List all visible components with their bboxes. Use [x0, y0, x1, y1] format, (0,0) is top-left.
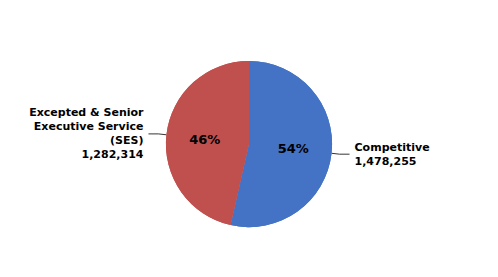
- svg-text:Excepted & Senior: Excepted & Senior: [29, 106, 144, 119]
- svg-text:Executive Service: Executive Service: [34, 120, 144, 133]
- svg-text:(SES): (SES): [110, 134, 143, 147]
- svg-text:46%: 46%: [189, 132, 220, 147]
- svg-text:Competitive: Competitive: [355, 141, 430, 154]
- svg-text:1,282,314: 1,282,314: [82, 148, 144, 161]
- svg-text:1,478,255: 1,478,255: [355, 155, 417, 168]
- svg-text:54%: 54%: [278, 141, 309, 156]
